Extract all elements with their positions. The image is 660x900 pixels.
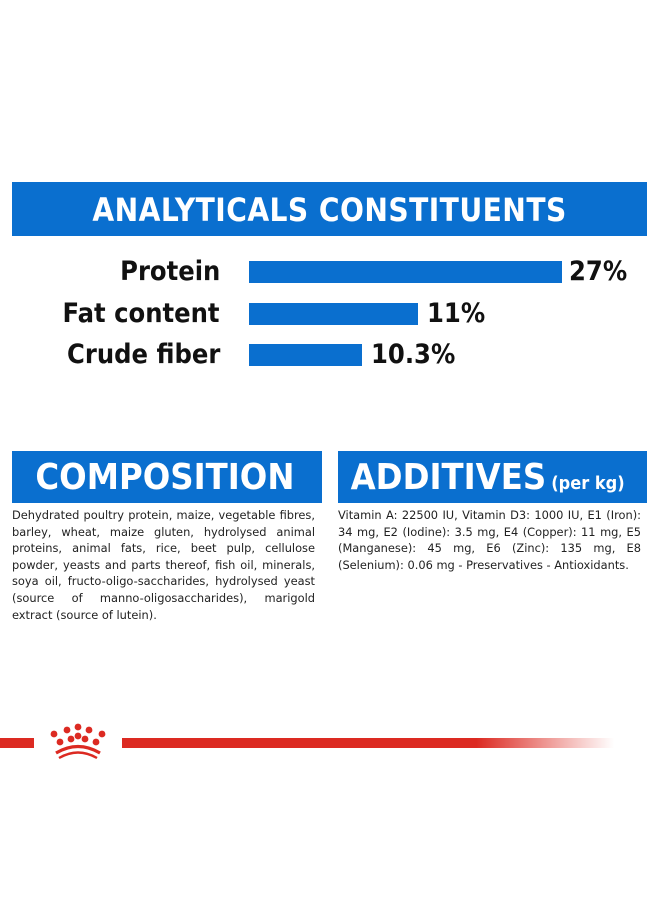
composition-title: COMPOSITION [35, 457, 295, 498]
nutrient-value: 10.3% [371, 339, 456, 370]
nutrient-bar [249, 261, 562, 283]
additives-subtitle: (per kg) [551, 473, 625, 494]
analytical-constituents-banner: ANALYTICALS CONSTITUENTS [12, 182, 647, 236]
nutrient-bar [249, 344, 362, 366]
composition-text: Dehydrated poultry protein, maize, veget… [12, 508, 315, 622]
nutrient-value: 27% [569, 256, 628, 287]
nutrient-label: Crude fiber [66, 339, 220, 370]
additives-text: Vitamin A: 22500 IU, Vitamin D3: 1000 IU… [338, 508, 641, 572]
crown-icon [50, 723, 106, 760]
additives-header: ADDITIVES (per kg) [338, 451, 647, 503]
footer-line-left [0, 738, 34, 748]
nutrient-row-fiber: Crude fiber 10.3% [0, 335, 660, 375]
footer-line-right [122, 738, 614, 748]
nutrient-value: 11% [427, 298, 486, 329]
nutrient-label: Protein [119, 256, 220, 287]
composition-header: COMPOSITION [12, 451, 322, 503]
nutrient-row-fat: Fat content 11% [0, 294, 660, 334]
additives-title: ADDITIVES [350, 457, 547, 498]
nutrient-bar [249, 303, 418, 325]
nutrient-row-protein: Protein 27% [0, 252, 660, 292]
nutrient-label: Fat content [62, 298, 220, 329]
analytical-constituents-title: ANALYTICALS CONSTITUENTS [92, 191, 567, 229]
